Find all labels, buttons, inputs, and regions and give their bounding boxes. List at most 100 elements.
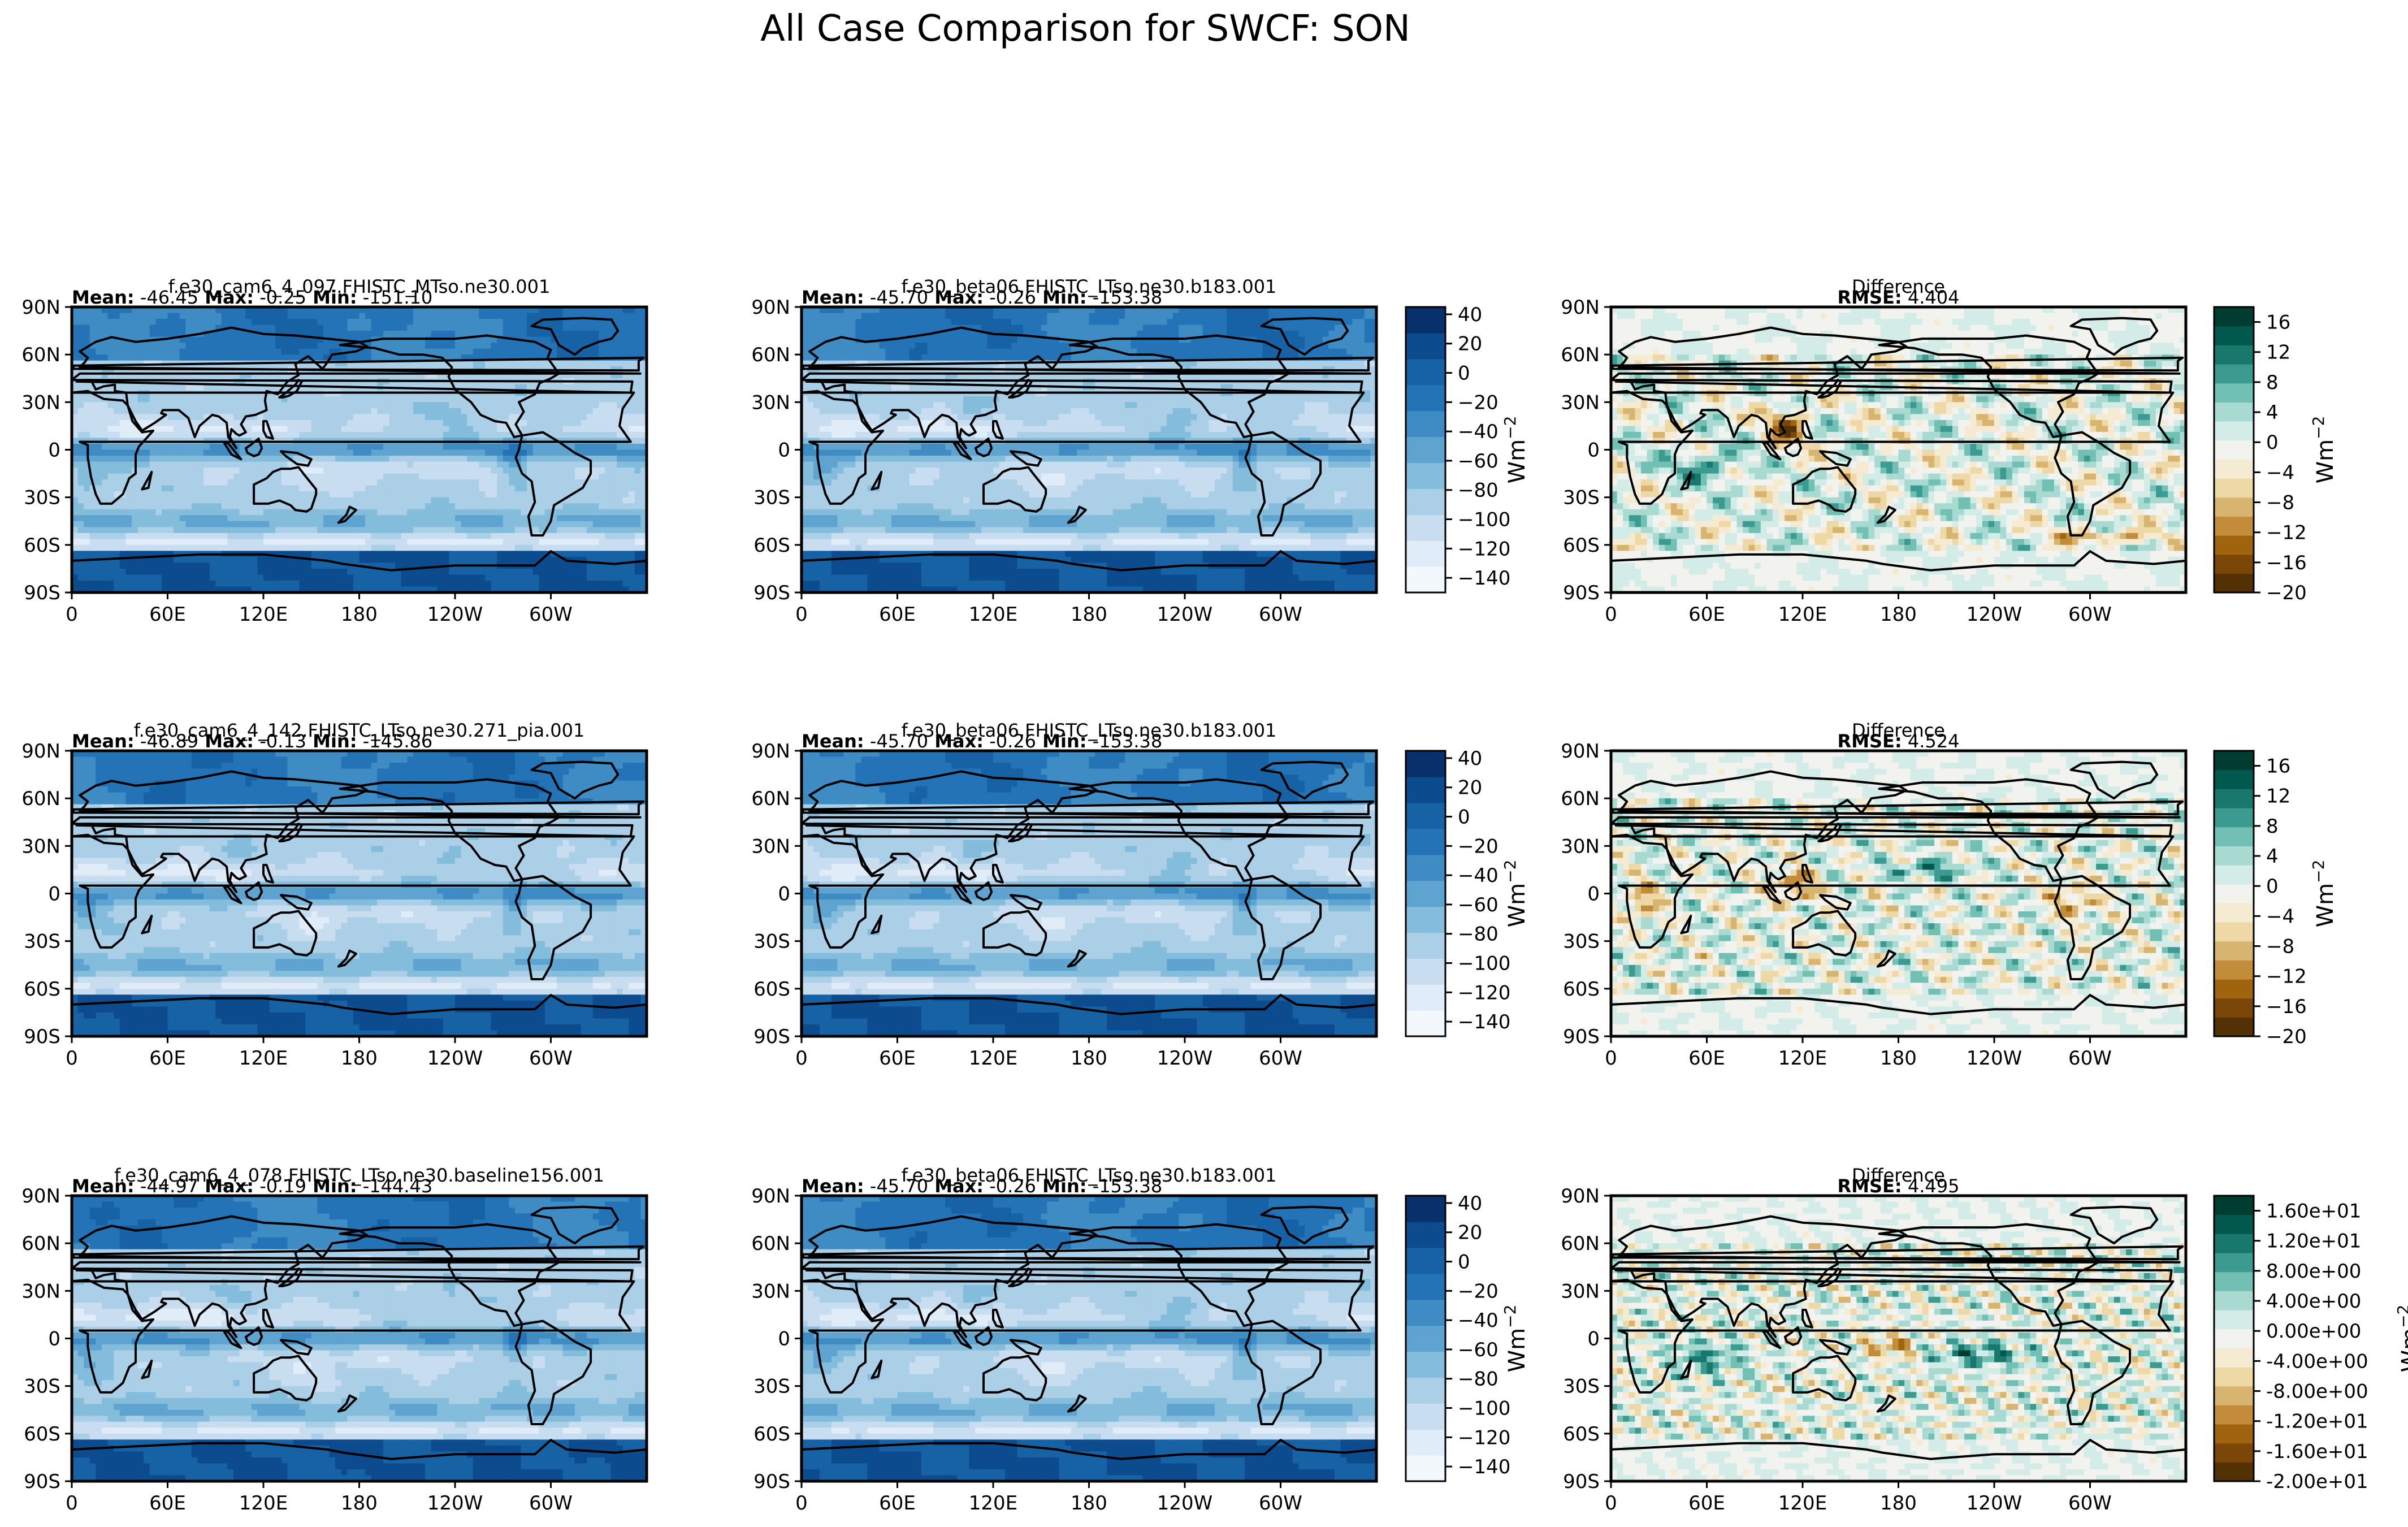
y-tick-label: 60N — [751, 1232, 790, 1255]
colorbar-tick-label: −40 — [1458, 1309, 1498, 1332]
colorbar-tick-label: −8 — [2266, 936, 2294, 958]
coastline — [280, 894, 313, 911]
coastline — [802, 326, 1371, 449]
coastline — [1680, 1359, 1692, 1379]
stat-value: -153.38 — [1087, 287, 1163, 308]
coastlines-test-3 — [72, 1205, 647, 1481]
y-tick-label: 30N — [21, 391, 60, 414]
colorbar-tick-label: −12 — [2266, 522, 2307, 544]
coastline — [992, 1309, 1004, 1329]
coastline — [1761, 884, 1782, 905]
coastline — [222, 884, 242, 905]
y-tick-label: 60N — [21, 1232, 60, 1255]
panel-test-1: 0 60E 120E 180 120W 60W 90N 60N 30N 0 30S 60S 90S f.e… — [21, 276, 648, 626]
colorbar-frame — [1405, 1195, 1446, 1482]
colorbar-tick-label: −20 — [1458, 835, 1498, 858]
colorbar-tick-label: 40 — [1458, 304, 1482, 326]
colorbar-segment — [1406, 932, 1445, 959]
y-tick-label: 30N — [21, 835, 60, 858]
y-tick-label: 90S — [24, 1026, 60, 1048]
coastline — [1792, 466, 1857, 513]
coastline — [1783, 1326, 1803, 1346]
y-tick-label: 0 — [48, 439, 60, 462]
colorbar-segment — [2214, 1271, 2254, 1291]
y-tick-label: 30S — [1563, 487, 1600, 509]
colorbar-segment — [2214, 998, 2254, 1018]
colorbar-segment — [2214, 307, 2254, 327]
colorbar-tick-label: 0 — [1458, 362, 1470, 385]
coastline — [72, 994, 647, 1036]
colorbar-tick-label: 0 — [1458, 1251, 1470, 1274]
colorbar-segment — [2214, 903, 2254, 923]
y-tick-label: 60N — [1561, 344, 1600, 366]
stat-value: -145.86 — [357, 730, 433, 752]
colorbar-tick-label: 1.60e+01 — [2266, 1200, 2361, 1223]
coastline — [280, 1339, 313, 1356]
coastline — [1611, 390, 2175, 505]
coastline — [952, 884, 972, 905]
stat-value: -46.89 — [135, 730, 198, 752]
y-tick-label: 60N — [1561, 788, 1600, 810]
colorbar-segment — [2214, 364, 2254, 384]
x-tick-label: 0 — [1605, 1492, 1617, 1515]
x-tick-label: 180 — [1071, 1492, 1107, 1515]
mean-max-min-stats: Mean: -45.70 Max: -0.26 Min: -153.38 — [802, 730, 1162, 752]
colorbar-tick-label: −8 — [2266, 492, 2294, 514]
x-tick-label: 60E — [1688, 603, 1725, 626]
colorbar-segment — [2214, 1196, 2254, 1215]
colorbar-segment — [2214, 383, 2254, 403]
coastline — [1783, 881, 1803, 901]
colorbar-frame — [2213, 306, 2255, 594]
coastline — [1611, 1245, 2184, 1261]
coastline — [244, 437, 263, 457]
coastline — [974, 881, 993, 901]
coastline — [262, 864, 274, 884]
y-tick-label: 60S — [753, 534, 790, 557]
coastline — [1761, 1329, 1782, 1349]
rmse-value: 4.495 — [1902, 1175, 1960, 1197]
colorbar-segment — [1406, 488, 1445, 515]
y-tick-label: 60S — [1563, 534, 1600, 557]
y-tick-label: 90S — [753, 1026, 790, 1048]
colorbar-frame — [2213, 750, 2255, 1037]
stat-label: Max: — [928, 287, 984, 308]
stat-value: -45.70 — [864, 287, 928, 308]
colorbar-ref-3: 40 20 0 −20 −40 −60 −80 −100 −120 −140 Wm−2 — [1405, 1192, 1530, 1482]
panel-title: f.e30_beta06.FHISTC_LTso.ne30.b183.001 — [902, 1165, 1277, 1186]
x-tick-label: 0 — [1605, 1047, 1617, 1070]
coastlines-diff-1 — [1611, 317, 2186, 592]
x-tick-label: 120E — [969, 1047, 1017, 1070]
colorbar-ref-2: 40 20 0 −20 −40 −60 −80 −100 −120 −140 Wm−2 — [1405, 747, 1530, 1037]
x-tick-label: 120W — [1967, 1047, 2022, 1070]
coastline — [1260, 760, 1349, 800]
y-tick-label: 0 — [48, 1328, 60, 1351]
coastline — [992, 864, 1004, 884]
colorbar-segment — [1406, 1299, 1445, 1326]
colorbar-segment — [1406, 1429, 1445, 1456]
y-tick-label: 30S — [753, 931, 790, 953]
y-tick-label: 90N — [1561, 1185, 1600, 1208]
colorbar-frame — [1405, 750, 1446, 1037]
colorbar-tick-label: −60 — [1458, 894, 1498, 916]
x-tick-label: 180 — [341, 1492, 378, 1515]
stat-label: Min: — [306, 287, 357, 308]
x-tick-label: 120W — [427, 1047, 483, 1070]
colorbar-diff-3: 1.60e+01 1.20e+01 8.00e+00 4.00e+00 0.00e+00… — [2213, 1195, 2408, 1493]
colorbar-segment — [1406, 410, 1445, 438]
colorbar-tick-label: −100 — [1458, 1398, 1510, 1420]
colorbar-segment — [1406, 854, 1445, 881]
panel-title: Difference — [1852, 1165, 1945, 1186]
colorbar-diff-2: 16 12 8 4 0 −4 −8 −12 −16 −20 Wm−2 — [2213, 750, 2338, 1048]
coastline — [1244, 875, 1322, 980]
x-tick-label: 0 — [66, 1047, 78, 1070]
colorbar-tick-label: −120 — [1458, 538, 1510, 560]
colorbar-segment — [1406, 906, 1445, 933]
colorbar-segment — [1406, 828, 1445, 855]
colorbar-segment — [2214, 1253, 2254, 1273]
coastline — [253, 1355, 318, 1401]
coastline — [1010, 894, 1042, 911]
coastline — [802, 1439, 1376, 1481]
colorbar-tick-label: −20 — [2266, 1026, 2307, 1048]
coastline — [1817, 823, 1842, 842]
colorbar-segment — [1406, 1377, 1445, 1404]
